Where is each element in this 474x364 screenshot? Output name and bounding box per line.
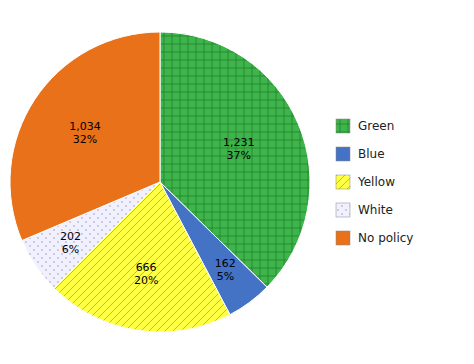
data-label: 1,03432% (69, 120, 101, 146)
legend-label: White (358, 203, 393, 217)
legend-swatch (336, 175, 350, 189)
percentage-label: 6% (62, 243, 79, 256)
legend-swatch (336, 203, 350, 217)
percentage-label: 5% (217, 270, 234, 283)
data-label: 2026% (60, 230, 81, 256)
count-label: 1,034 (69, 120, 101, 133)
pie-chart: 1,23137% 1625% 66620% 2026% 1,03432% Green Blu… (0, 0, 474, 364)
legend-swatch (336, 231, 350, 245)
count-label: 162 (215, 257, 236, 270)
data-label: 66620% (134, 261, 158, 287)
legend-swatch (336, 119, 350, 133)
chart-container: 1,23137% 1625% 66620% 2026% 1,03432% Green Blu… (0, 0, 474, 364)
legend-label: No policy (358, 231, 413, 245)
legend-label: Yellow (357, 175, 395, 189)
data-label: 1,23137% (223, 136, 255, 162)
percentage-label: 32% (73, 133, 97, 146)
count-label: 666 (136, 261, 157, 274)
data-labels: 1,23137% 1625% 66620% 2026% 1,03432% (60, 120, 255, 288)
legend-swatch (336, 147, 350, 161)
count-label: 1,231 (223, 136, 255, 149)
data-label: 1625% (215, 257, 236, 283)
percentage-label: 37% (227, 149, 251, 162)
count-label: 202 (60, 230, 81, 243)
legend-label: Green (358, 119, 394, 133)
pie-slice (10, 32, 160, 241)
legend-label: Blue (358, 147, 385, 161)
percentage-label: 20% (134, 274, 158, 287)
slices (10, 32, 310, 332)
legend: Green Blue Yellow White No policy (336, 119, 413, 245)
